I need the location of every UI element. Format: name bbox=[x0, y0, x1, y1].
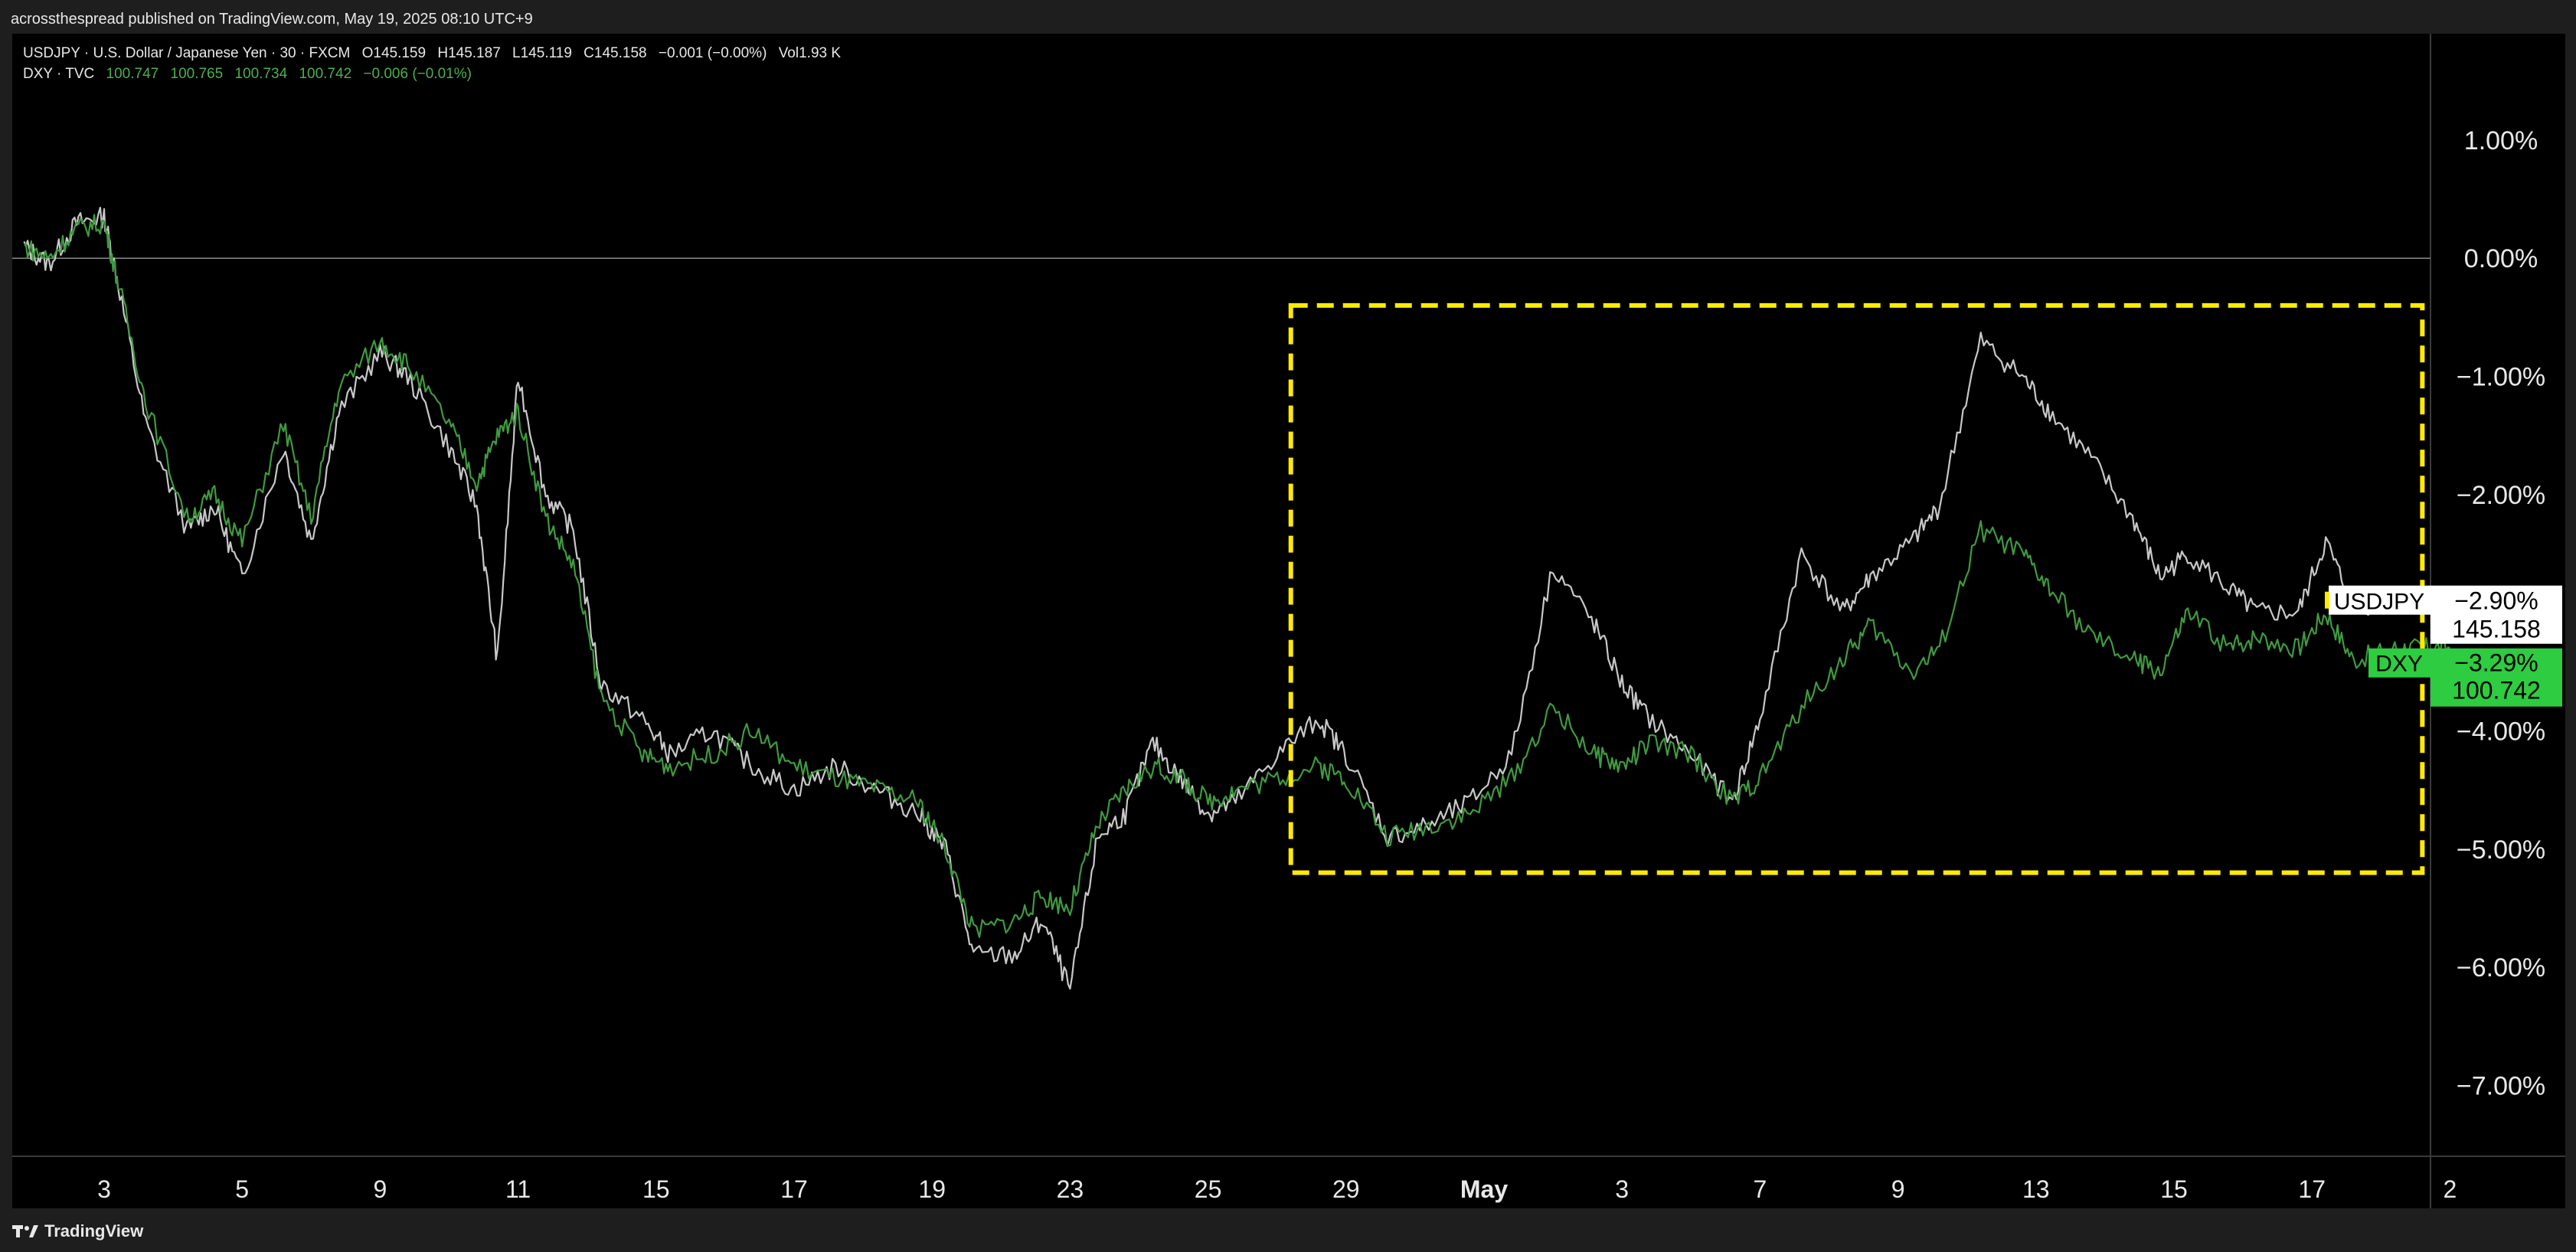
x-tick-label: 25 bbox=[1195, 1175, 1222, 1203]
usdjpy-pct-label: −2.90% bbox=[2454, 587, 2538, 615]
legend-dxy-v4: 100.742 bbox=[299, 66, 352, 82]
usdjpy-value-badge bbox=[2431, 585, 2562, 644]
series-legend: USDJPY · U.S. Dollar / Japanese Yen · 30… bbox=[23, 43, 848, 84]
x-tick-label: 2 bbox=[2444, 1175, 2457, 1203]
usdjpy-price-label: 145.158 bbox=[2452, 616, 2541, 643]
legend-dxy-v1: 100.747 bbox=[106, 66, 159, 82]
x-tick-label: 7 bbox=[1754, 1175, 1767, 1203]
legend-usdjpy-low: L145.119 bbox=[512, 45, 572, 61]
x-tick-label: 19 bbox=[918, 1175, 946, 1203]
usdjpy-name-label: USDJPY bbox=[2334, 590, 2424, 615]
legend-dxy-change: −0.006 (−0.01%) bbox=[363, 66, 472, 82]
publish-text: acrossthespread published on TradingView… bbox=[11, 11, 533, 28]
chart-svg[interactable]: 1.00% 0.00% −1.00% −2.00% −4.00% −5.00% −6.00%… bbox=[12, 34, 2565, 1208]
legend-usdjpy-volume: Vol1.93 K bbox=[778, 45, 842, 61]
dxy-value-badge bbox=[2431, 648, 2562, 707]
y-tick-label: −4.00% bbox=[2457, 717, 2545, 746]
x-tick-label: 29 bbox=[1332, 1175, 1360, 1203]
dxy-pct-label: −3.29% bbox=[2454, 649, 2538, 677]
series-line-dxy bbox=[24, 214, 2450, 938]
y-tick-label: −2.00% bbox=[2457, 481, 2545, 510]
legend-dxy-v2: 100.765 bbox=[170, 66, 224, 82]
x-tick-label: 3 bbox=[1615, 1175, 1629, 1203]
legend-dxy-v3: 100.734 bbox=[234, 66, 288, 82]
x-tick-label: 15 bbox=[642, 1175, 670, 1203]
y-tick-label: −1.00% bbox=[2457, 363, 2545, 392]
usdjpy-marker bbox=[2325, 591, 2329, 609]
legend-usdjpy-label: USDJPY · U.S. Dollar / Japanese Yen · 30… bbox=[23, 45, 351, 61]
brand[interactable]: TradingView bbox=[12, 1221, 143, 1241]
brand-name: TradingView bbox=[44, 1221, 144, 1241]
legend-dxy[interactable]: DXY · TVC 100.747 100.765 100.734 100.74… bbox=[23, 64, 848, 84]
x-tick-label: 3 bbox=[97, 1175, 111, 1203]
x-tick-label: May bbox=[1460, 1175, 1508, 1203]
x-tick-label: 5 bbox=[235, 1175, 249, 1203]
legend-usdjpy-change: −0.001 (−0.00%) bbox=[658, 45, 767, 61]
dxy-name-badge bbox=[2368, 648, 2431, 678]
chart-area[interactable]: 1.00% 0.00% −1.00% −2.00% −4.00% −5.00% −6.00%… bbox=[12, 34, 2565, 1208]
legend-dxy-label: DXY · TVC bbox=[23, 66, 95, 82]
legend-usdjpy-high: H145.187 bbox=[437, 45, 501, 61]
y-tick-label: −5.00% bbox=[2457, 835, 2545, 865]
y-tick-label: −7.00% bbox=[2457, 1071, 2545, 1100]
x-tick-label: 13 bbox=[2022, 1175, 2050, 1203]
dxy-price-label: 100.742 bbox=[2452, 677, 2541, 704]
y-tick-label: −6.00% bbox=[2457, 953, 2545, 982]
x-tick-label: 23 bbox=[1057, 1175, 1084, 1203]
x-tick-label: 11 bbox=[505, 1175, 531, 1203]
x-tick-label: 9 bbox=[374, 1175, 387, 1203]
x-tick-label: 17 bbox=[2298, 1175, 2326, 1203]
usdjpy-name-badge bbox=[2329, 585, 2431, 615]
dxy-name-label: DXY bbox=[2375, 652, 2423, 677]
legend-usdjpy-close: C145.158 bbox=[584, 45, 647, 61]
footer-bar bbox=[0, 1208, 2576, 1252]
x-tick-label: 9 bbox=[1891, 1175, 1905, 1203]
tradingview-logo-icon bbox=[12, 1225, 38, 1237]
legend-usdjpy[interactable]: USDJPY · U.S. Dollar / Japanese Yen · 30… bbox=[23, 43, 848, 64]
legend-usdjpy-open: O145.159 bbox=[361, 45, 427, 61]
publish-header: acrossthespread published on TradingView… bbox=[0, 0, 2576, 34]
x-tick-label: 17 bbox=[780, 1175, 808, 1203]
y-tick-label: 0.00% bbox=[2464, 244, 2538, 273]
y-tick-label: 1.00% bbox=[2464, 126, 2538, 155]
highlight-box bbox=[1288, 302, 2425, 875]
x-tick-label: 15 bbox=[2160, 1175, 2188, 1203]
